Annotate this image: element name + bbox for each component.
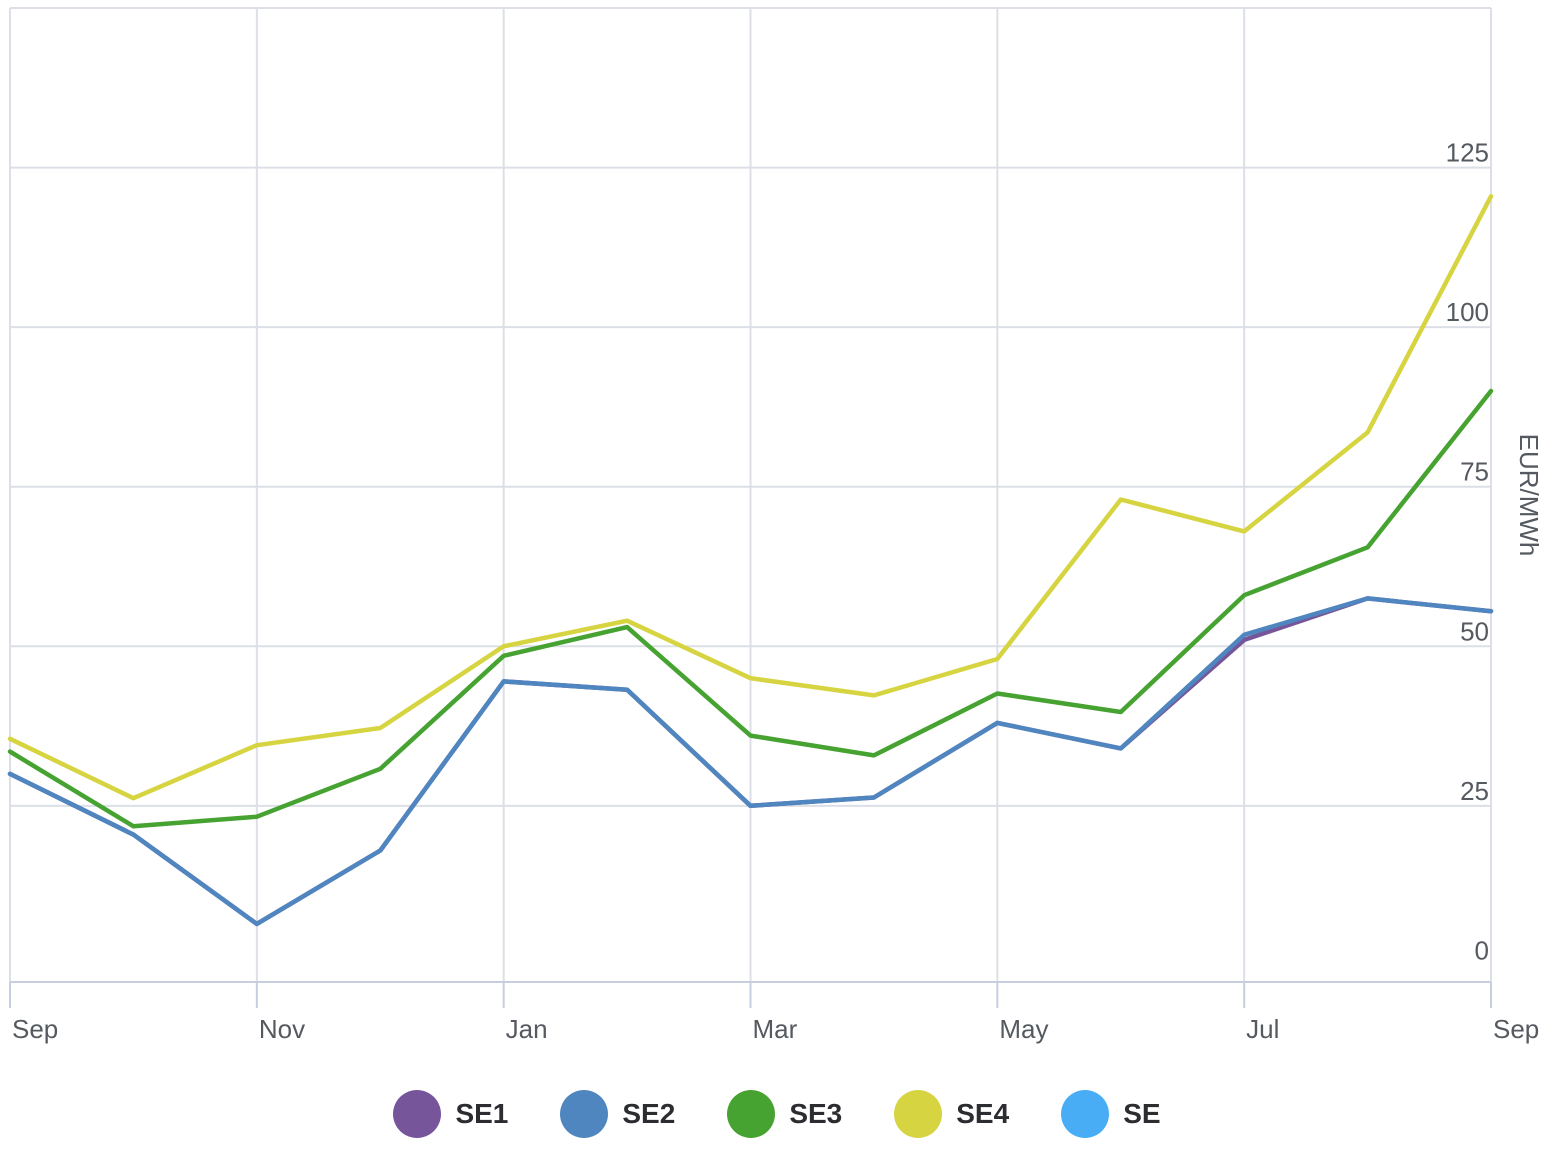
- legend-label: SE4: [956, 1098, 1010, 1129]
- legend-item-se3[interactable]: SE3: [727, 1090, 842, 1138]
- series-lines: [7, 194, 1494, 927]
- y-axis-tick-labels: 0 25 50 75 100 125: [1446, 138, 1489, 966]
- legend-item-se2[interactable]: SE2: [560, 1090, 675, 1138]
- x-tick-label: Sep: [12, 1014, 58, 1044]
- y-tick-label: 0: [1475, 935, 1489, 965]
- legend-item-se1[interactable]: SE1: [393, 1090, 508, 1138]
- legend-swatch-icon: [894, 1090, 943, 1138]
- legend: SE1 SE2 SE3 SE4 SE: [0, 1086, 1554, 1142]
- y-tick-label: 25: [1460, 776, 1489, 806]
- x-tick-label: May: [999, 1014, 1048, 1044]
- y-tick-label: 125: [1446, 138, 1489, 168]
- x-axis: Sep Nov Jan Mar May Jul Sep: [9, 981, 1539, 1044]
- legend-label: SE3: [789, 1098, 843, 1129]
- legend-item-se[interactable]: SE: [1061, 1090, 1161, 1138]
- y-tick-label: 100: [1446, 297, 1489, 327]
- y-tick-label: 50: [1460, 616, 1489, 646]
- vertical-gridlines: [9, 8, 1492, 982]
- legend-label: SE: [1123, 1098, 1161, 1129]
- x-tick-label: Jul: [1246, 1014, 1279, 1044]
- series-line-se2: [7, 596, 1494, 927]
- series-line-se3: [7, 388, 1494, 829]
- y-axis-title: EUR/MWh: [1514, 434, 1544, 557]
- line-chart: Sep Nov Jan Mar May Jul Sep 0 25 50 75 100 125 EUR/…: [7, 7, 1544, 1044]
- legend-label: SE1: [455, 1098, 509, 1129]
- legend-swatch-icon: [727, 1090, 776, 1138]
- x-tick-label: Jan: [506, 1014, 548, 1044]
- x-tick-label: Nov: [259, 1014, 305, 1044]
- legend-label: SE2: [622, 1098, 676, 1129]
- x-tick-label: Mar: [753, 1014, 798, 1044]
- legend-swatch-icon: [393, 1090, 442, 1138]
- legend-swatch-icon: [560, 1090, 609, 1138]
- x-tick-label: Sep: [1493, 1014, 1539, 1044]
- legend-swatch-icon: [1061, 1090, 1110, 1138]
- legend-item-se4[interactable]: SE4: [894, 1090, 1009, 1138]
- series-line-se4: [7, 194, 1494, 801]
- y-tick-label: 75: [1460, 457, 1489, 487]
